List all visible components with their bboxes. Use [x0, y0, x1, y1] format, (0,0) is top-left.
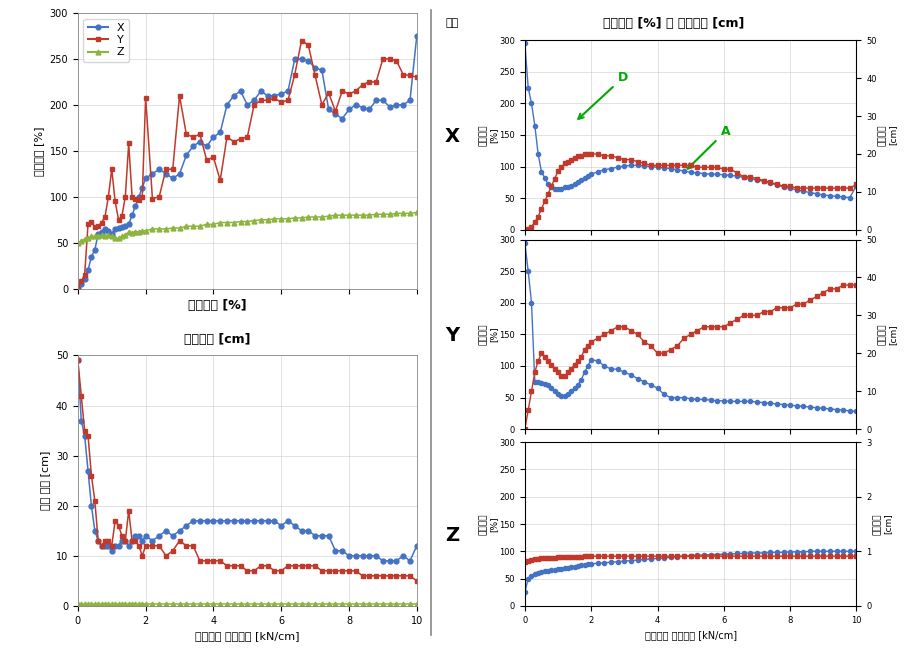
- Y: [120, 193, 131, 201]
- Y-axis label: 가속도비
[%]: 가속도비 [%]: [478, 323, 498, 345]
- Text: Z: Z: [445, 526, 460, 545]
- Y-axis label: 가속도비 [%]: 가속도비 [%]: [34, 126, 44, 176]
- Y-axis label: 응답 변위 [cm]: 응답 변위 [cm]: [40, 451, 50, 511]
- Text: 가속도비 [%] 및 응답변위 [cm]: 가속도비 [%] 및 응답변위 [cm]: [603, 17, 744, 30]
- Text: A: A: [688, 125, 730, 168]
- Z: [147, 225, 158, 233]
- Text: D: D: [578, 71, 628, 119]
- X: [120, 222, 131, 230]
- X: [147, 170, 158, 178]
- Line: Z: Z: [75, 210, 420, 245]
- Y: [72, 285, 83, 293]
- X: [357, 104, 368, 111]
- Z: [248, 217, 259, 225]
- X: [222, 101, 233, 109]
- X: [72, 285, 83, 293]
- Y: [147, 195, 158, 203]
- Z: [357, 211, 368, 219]
- Y-axis label: 응답변위
[cm]: 응답변위 [cm]: [878, 323, 898, 345]
- X: [411, 32, 422, 40]
- Line: Y: Y: [75, 38, 420, 291]
- Legend: X, Y, Z: X, Y, Z: [83, 19, 129, 62]
- Y-axis label: 응답변위
[cm]: 응답변위 [cm]: [878, 124, 898, 146]
- Y: [296, 37, 307, 45]
- Z: [72, 239, 83, 247]
- Text: 가속도비 [%]: 가속도비 [%]: [188, 299, 247, 312]
- Y-axis label: 가속도비
[%]: 가속도비 [%]: [478, 124, 498, 146]
- X: [248, 97, 259, 104]
- Y-axis label: 응답변위
[cm]: 응답변위 [cm]: [873, 513, 892, 535]
- Y: [364, 78, 375, 86]
- Text: X: X: [445, 127, 460, 146]
- X-axis label: 적층고무 수평강성 [kN/cm]: 적층고무 수평강성 [kN/cm]: [195, 631, 300, 641]
- Z: [113, 234, 124, 242]
- Y: [222, 133, 233, 141]
- Text: 방향: 방향: [446, 18, 459, 29]
- Text: Y: Y: [445, 327, 460, 345]
- X-axis label: 적층고무 수평강성 [kN/cm]: 적층고무 수평강성 [kN/cm]: [645, 630, 736, 640]
- Z: [120, 231, 131, 239]
- X: [113, 224, 124, 232]
- Y-axis label: 가속도비
[%]: 가속도비 [%]: [478, 513, 498, 535]
- Line: X: X: [75, 34, 420, 291]
- Z: [411, 209, 422, 216]
- Y: [248, 101, 259, 109]
- Y: [113, 216, 124, 224]
- Z: [222, 218, 233, 226]
- Text: 응답변위 [cm]: 응답변위 [cm]: [184, 332, 251, 346]
- Y: [411, 73, 422, 81]
